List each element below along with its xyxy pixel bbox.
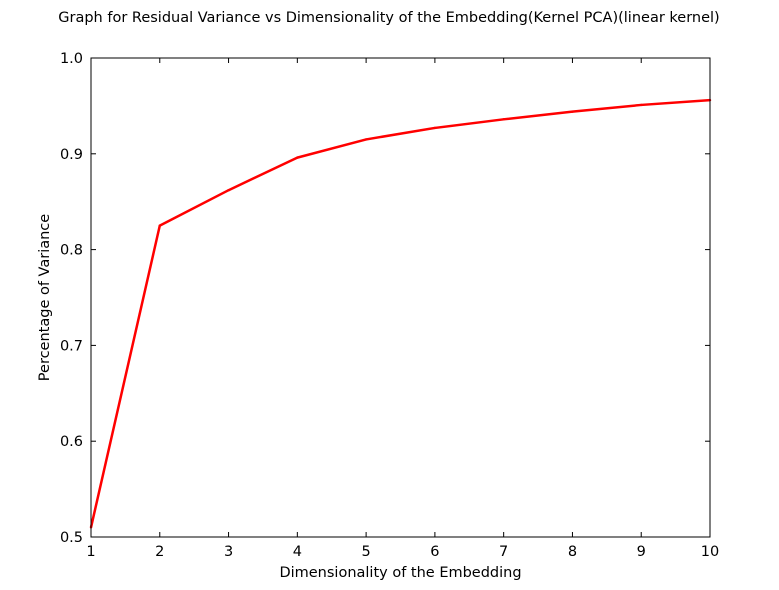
x-tick-label: 8 — [568, 544, 577, 560]
x-tick-label: 2 — [155, 544, 164, 560]
y-tick-label: 0.8 — [60, 243, 83, 259]
series-layer — [89, 98, 712, 529]
data-point — [364, 138, 368, 141]
x-tick-label: 9 — [637, 544, 646, 560]
data-point — [227, 189, 230, 192]
data-point — [640, 103, 643, 107]
data-point — [158, 224, 161, 227]
x-tick-label: 6 — [430, 544, 439, 560]
x-axis-label: Dimensionality of the Embedding — [279, 565, 521, 581]
y-tick-label: 0.6 — [60, 434, 83, 450]
y-tick-label: 1.0 — [60, 51, 83, 67]
data-point — [296, 156, 299, 159]
y-tick-label: 0.7 — [60, 338, 83, 354]
y-tick-label: 0.9 — [60, 147, 83, 163]
chart-title: Graph for Residual Variance vs Dimension… — [58, 10, 719, 26]
x-tick-label: 4 — [293, 544, 302, 560]
y-tick-label: 0.5 — [60, 530, 83, 546]
y-tick-labels: 0.5 0.6 0.7 0.8 0.9 1.0 — [60, 51, 83, 546]
plot-frame — [90, 57, 711, 538]
data-point — [571, 110, 574, 113]
data-point — [502, 118, 505, 121]
series-line — [89, 98, 711, 528]
x-tick-label: 7 — [499, 544, 508, 560]
x-tick-labels: 1 2 3 4 5 6 7 8 9 10 — [86, 544, 719, 560]
x-tick-label: 5 — [361, 544, 370, 560]
data-point — [433, 126, 437, 130]
axis-ticks — [90, 57, 711, 538]
y-axis-label: Percentage of Variance — [37, 214, 53, 381]
x-tick-label: 1 — [86, 544, 95, 560]
x-tick-label: 10 — [701, 544, 719, 560]
x-tick-label: 3 — [224, 544, 233, 560]
